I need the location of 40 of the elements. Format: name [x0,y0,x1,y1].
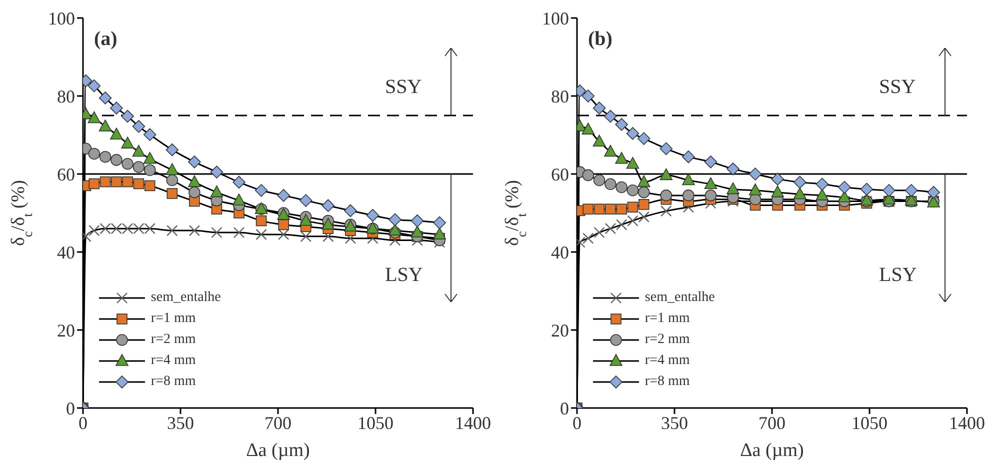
annotation: (b) [588,28,612,51]
x-tick-label: 1400 [455,412,491,433]
y-tick-label: 60 [57,164,75,184]
legend-label: r=4 mm [150,352,196,369]
y-tick-label: 0 [560,398,569,418]
x-tick-label: 700 [758,412,786,433]
x-tick-label: 700 [264,412,292,433]
legend-label: r=1 mm [644,310,690,327]
x-tick-label: 350 [661,412,688,433]
legend-label: sem_entalhe [644,290,715,306]
x-tick-label: 350 [167,412,194,433]
legend-label: r=8 mm [644,374,690,390]
annotation: LSY [879,264,917,287]
legend-label: r=1 mm [150,310,196,327]
annotation: LSY [385,264,423,287]
y-tick-label: 80 [57,86,75,106]
y-tick-label: 100 [542,8,569,28]
y-tick-label: 40 [551,242,569,262]
x-tick-label: 1050 [852,412,888,433]
legend-label: r=4 mm [644,352,690,369]
legend-label: sem_entalhe [150,290,221,306]
annotation: SSY [385,76,422,98]
y-tick-label: 60 [551,164,569,184]
y-tick-label: 0 [66,398,75,418]
legend-label: r=8 mm [150,374,196,390]
y-tick-label: 80 [551,86,569,106]
y-tick-label: 100 [48,8,75,28]
y-tick-label: 20 [57,320,75,340]
x-tick-label: 0 [572,412,582,433]
y-tick-label: 20 [551,320,569,340]
x-tick-label: 1400 [949,412,985,433]
x-axis-title: Δa (µm) [740,440,804,461]
x-axis-title: Δa (µm) [246,440,310,461]
annotation: SSY [879,76,916,98]
y-tick-label: 40 [57,242,75,262]
legend-label: r=2 mm [150,332,196,348]
x-tick-label: 0 [78,412,88,433]
x-tick-label: 1050 [358,412,394,433]
legend-label: r=2 mm [644,332,690,348]
annotation: (a) [94,28,118,51]
